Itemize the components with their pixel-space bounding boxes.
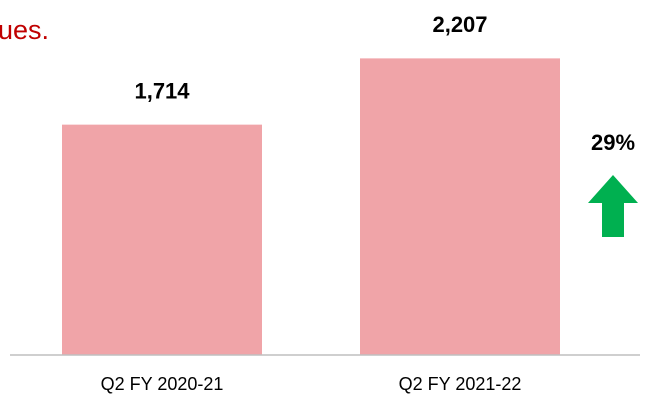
growth-annotation: 29% <box>591 130 635 155</box>
value-label: 2,207 <box>432 12 487 37</box>
value-label: 1,714 <box>134 78 190 103</box>
bar <box>360 58 560 355</box>
up-arrow <box>588 175 638 237</box>
x-tick-label: Q2 FY 2021-22 <box>399 374 522 394</box>
x-tick-label: Q2 FY 2020-21 <box>101 374 224 394</box>
bar <box>62 124 262 355</box>
chart-title: ues. <box>0 15 49 45</box>
